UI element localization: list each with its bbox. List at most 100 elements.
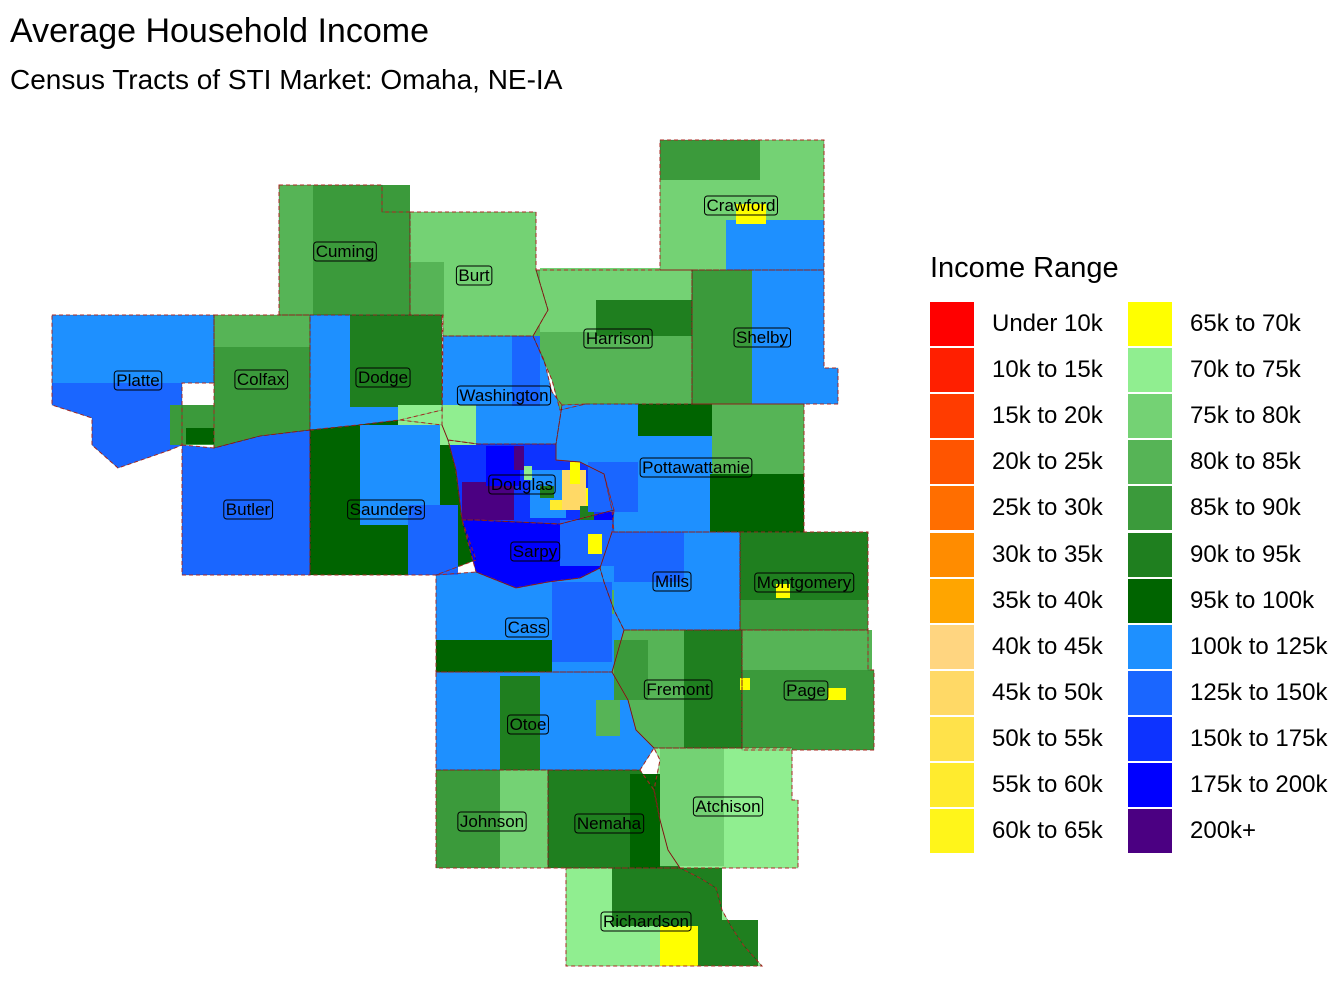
tract: [552, 582, 612, 662]
legend-item: 35k to 40k: [930, 578, 1103, 624]
county-label-mills: Mills: [652, 571, 692, 592]
tract: [214, 315, 310, 347]
tract: [660, 748, 724, 866]
county-border-cass: [435, 567, 625, 673]
legend-item: 15k to 20k: [930, 393, 1103, 439]
tract: [279, 185, 313, 315]
tract: [614, 640, 648, 700]
legend-item: 70k to 75k: [1128, 347, 1301, 393]
legend-swatch: [930, 302, 974, 346]
tract: [660, 926, 698, 966]
tract: [570, 462, 580, 484]
county-label-johnson: Johnson: [457, 811, 527, 832]
county-border-harrison: [532, 269, 693, 411]
county-outline: [555, 403, 805, 533]
legend-label: 45k to 50k: [992, 678, 1103, 706]
legend-item: 80k to 85k: [1128, 439, 1301, 485]
legend-swatch: [1128, 716, 1172, 761]
tract: [630, 774, 660, 868]
county-label-box: [507, 714, 549, 735]
legend-swatch: [930, 486, 974, 531]
county-label-text: Dodge: [358, 368, 408, 387]
legend-label: 30k to 35k: [992, 540, 1103, 568]
county-label-text: Douglas: [491, 475, 553, 494]
legend-swatch: [930, 624, 974, 669]
legend-swatch: [1128, 809, 1172, 854]
county-label-text: Page: [786, 681, 826, 700]
legend-label: Under 10k: [992, 310, 1103, 337]
legend-swatch: [1128, 486, 1172, 531]
county-label-washington: Washington: [456, 385, 552, 406]
county-butler: [182, 430, 310, 575]
county-outline: [611, 629, 743, 749]
legend-label: 90k to 95k: [1190, 540, 1301, 568]
tract: [638, 404, 720, 436]
county-outline: [599, 531, 741, 631]
county-label-dodge: Dodge: [355, 367, 411, 388]
tract: [408, 505, 458, 575]
legend-swatch: [930, 394, 974, 439]
legend-label: 85k to 90k: [1190, 494, 1301, 522]
county-label-box: [783, 680, 829, 701]
county-otoe: [436, 672, 654, 770]
county-label-douglas: Douglas: [488, 474, 556, 495]
legend-swatch: [1128, 532, 1172, 577]
county-label-box: [347, 499, 425, 520]
tract: [596, 300, 692, 336]
tract: [462, 482, 514, 520]
tract: [776, 584, 790, 598]
county-label-box: [639, 457, 753, 478]
county-label-text: Richardson: [603, 912, 689, 931]
legend-label: 55k to 60k: [992, 771, 1103, 798]
legend-label: 20k to 25k: [992, 448, 1103, 476]
legend-item: Under 10k: [930, 301, 1103, 347]
county-label-box: [510, 541, 561, 562]
county-label-box: [457, 811, 527, 832]
county-borders: [51, 139, 875, 967]
county-label-box: [455, 265, 493, 286]
county-label-shelby: Shelby: [733, 327, 791, 348]
tract: [710, 474, 804, 532]
county-label-sarpy: Sarpy: [510, 541, 561, 562]
map-outline: [51, 139, 875, 967]
county-label-box: [643, 679, 713, 700]
legend-label: 65k to 70k: [1190, 310, 1301, 337]
legend-item: 175k to 200k: [1128, 762, 1327, 808]
legend-label: 10k to 15k: [992, 356, 1103, 384]
county-label-box: [574, 813, 645, 834]
county-label-page: Page: [783, 680, 829, 701]
county-label-pottawattamie: Pottawattamie: [639, 457, 753, 478]
tract: [712, 404, 804, 474]
county-label-fremont: Fremont: [643, 679, 713, 700]
county-colfax: [214, 315, 310, 448]
tract: [740, 678, 750, 690]
tract: [742, 630, 872, 670]
legend-label: 200k+: [1190, 817, 1257, 845]
county-label-box: [355, 367, 411, 388]
legend-swatch: [1128, 302, 1172, 346]
county-label-text: Colfax: [237, 370, 286, 389]
county-label-platte: Platte: [113, 370, 163, 391]
legend-item: 200k+: [1128, 808, 1256, 854]
tract: [684, 630, 742, 748]
legend-swatch: [1128, 578, 1172, 623]
tract: [312, 185, 410, 315]
county-label-text: Pottawattamie: [642, 458, 750, 477]
county-border-otoe: [435, 671, 655, 771]
tract: [350, 315, 442, 407]
county-outline: [435, 769, 549, 869]
tract: [660, 140, 760, 180]
county-outline: [51, 314, 215, 469]
county-outline: [447, 439, 615, 525]
legend-item: 30k to 35k: [930, 532, 1103, 578]
county-label-text: Harrison: [586, 329, 650, 348]
tract: [596, 700, 620, 736]
legend-swatch: [930, 578, 974, 623]
legend-label: 80k to 85k: [1190, 448, 1301, 476]
legend-item: 90k to 95k: [1128, 532, 1301, 578]
tract: [828, 688, 846, 700]
county-label-text: Saunders: [350, 500, 423, 519]
county-border-crawford: [659, 139, 825, 271]
county-outline: [691, 269, 839, 405]
